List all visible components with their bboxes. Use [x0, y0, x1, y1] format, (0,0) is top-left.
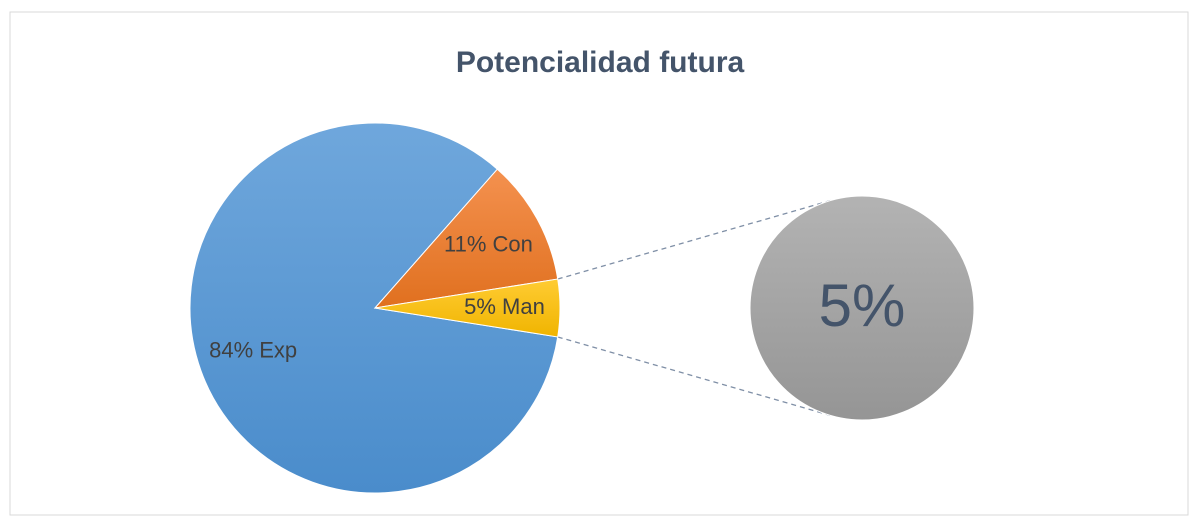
connector-line	[557, 198, 835, 280]
chart-frame	[9, 11, 1189, 516]
pie-slice	[373, 168, 559, 309]
data-label: 84% Exp	[209, 338, 297, 363]
pie-slice	[189, 122, 559, 494]
secondary-label: 5%	[819, 272, 906, 339]
data-label: 11% Con	[444, 231, 533, 256]
data-label: 5% Man	[464, 294, 545, 319]
secondary-slice	[749, 195, 975, 421]
chart-title: Potencialidad futura	[456, 46, 745, 79]
pie-slice	[374, 278, 561, 338]
connector-line	[557, 336, 835, 418]
